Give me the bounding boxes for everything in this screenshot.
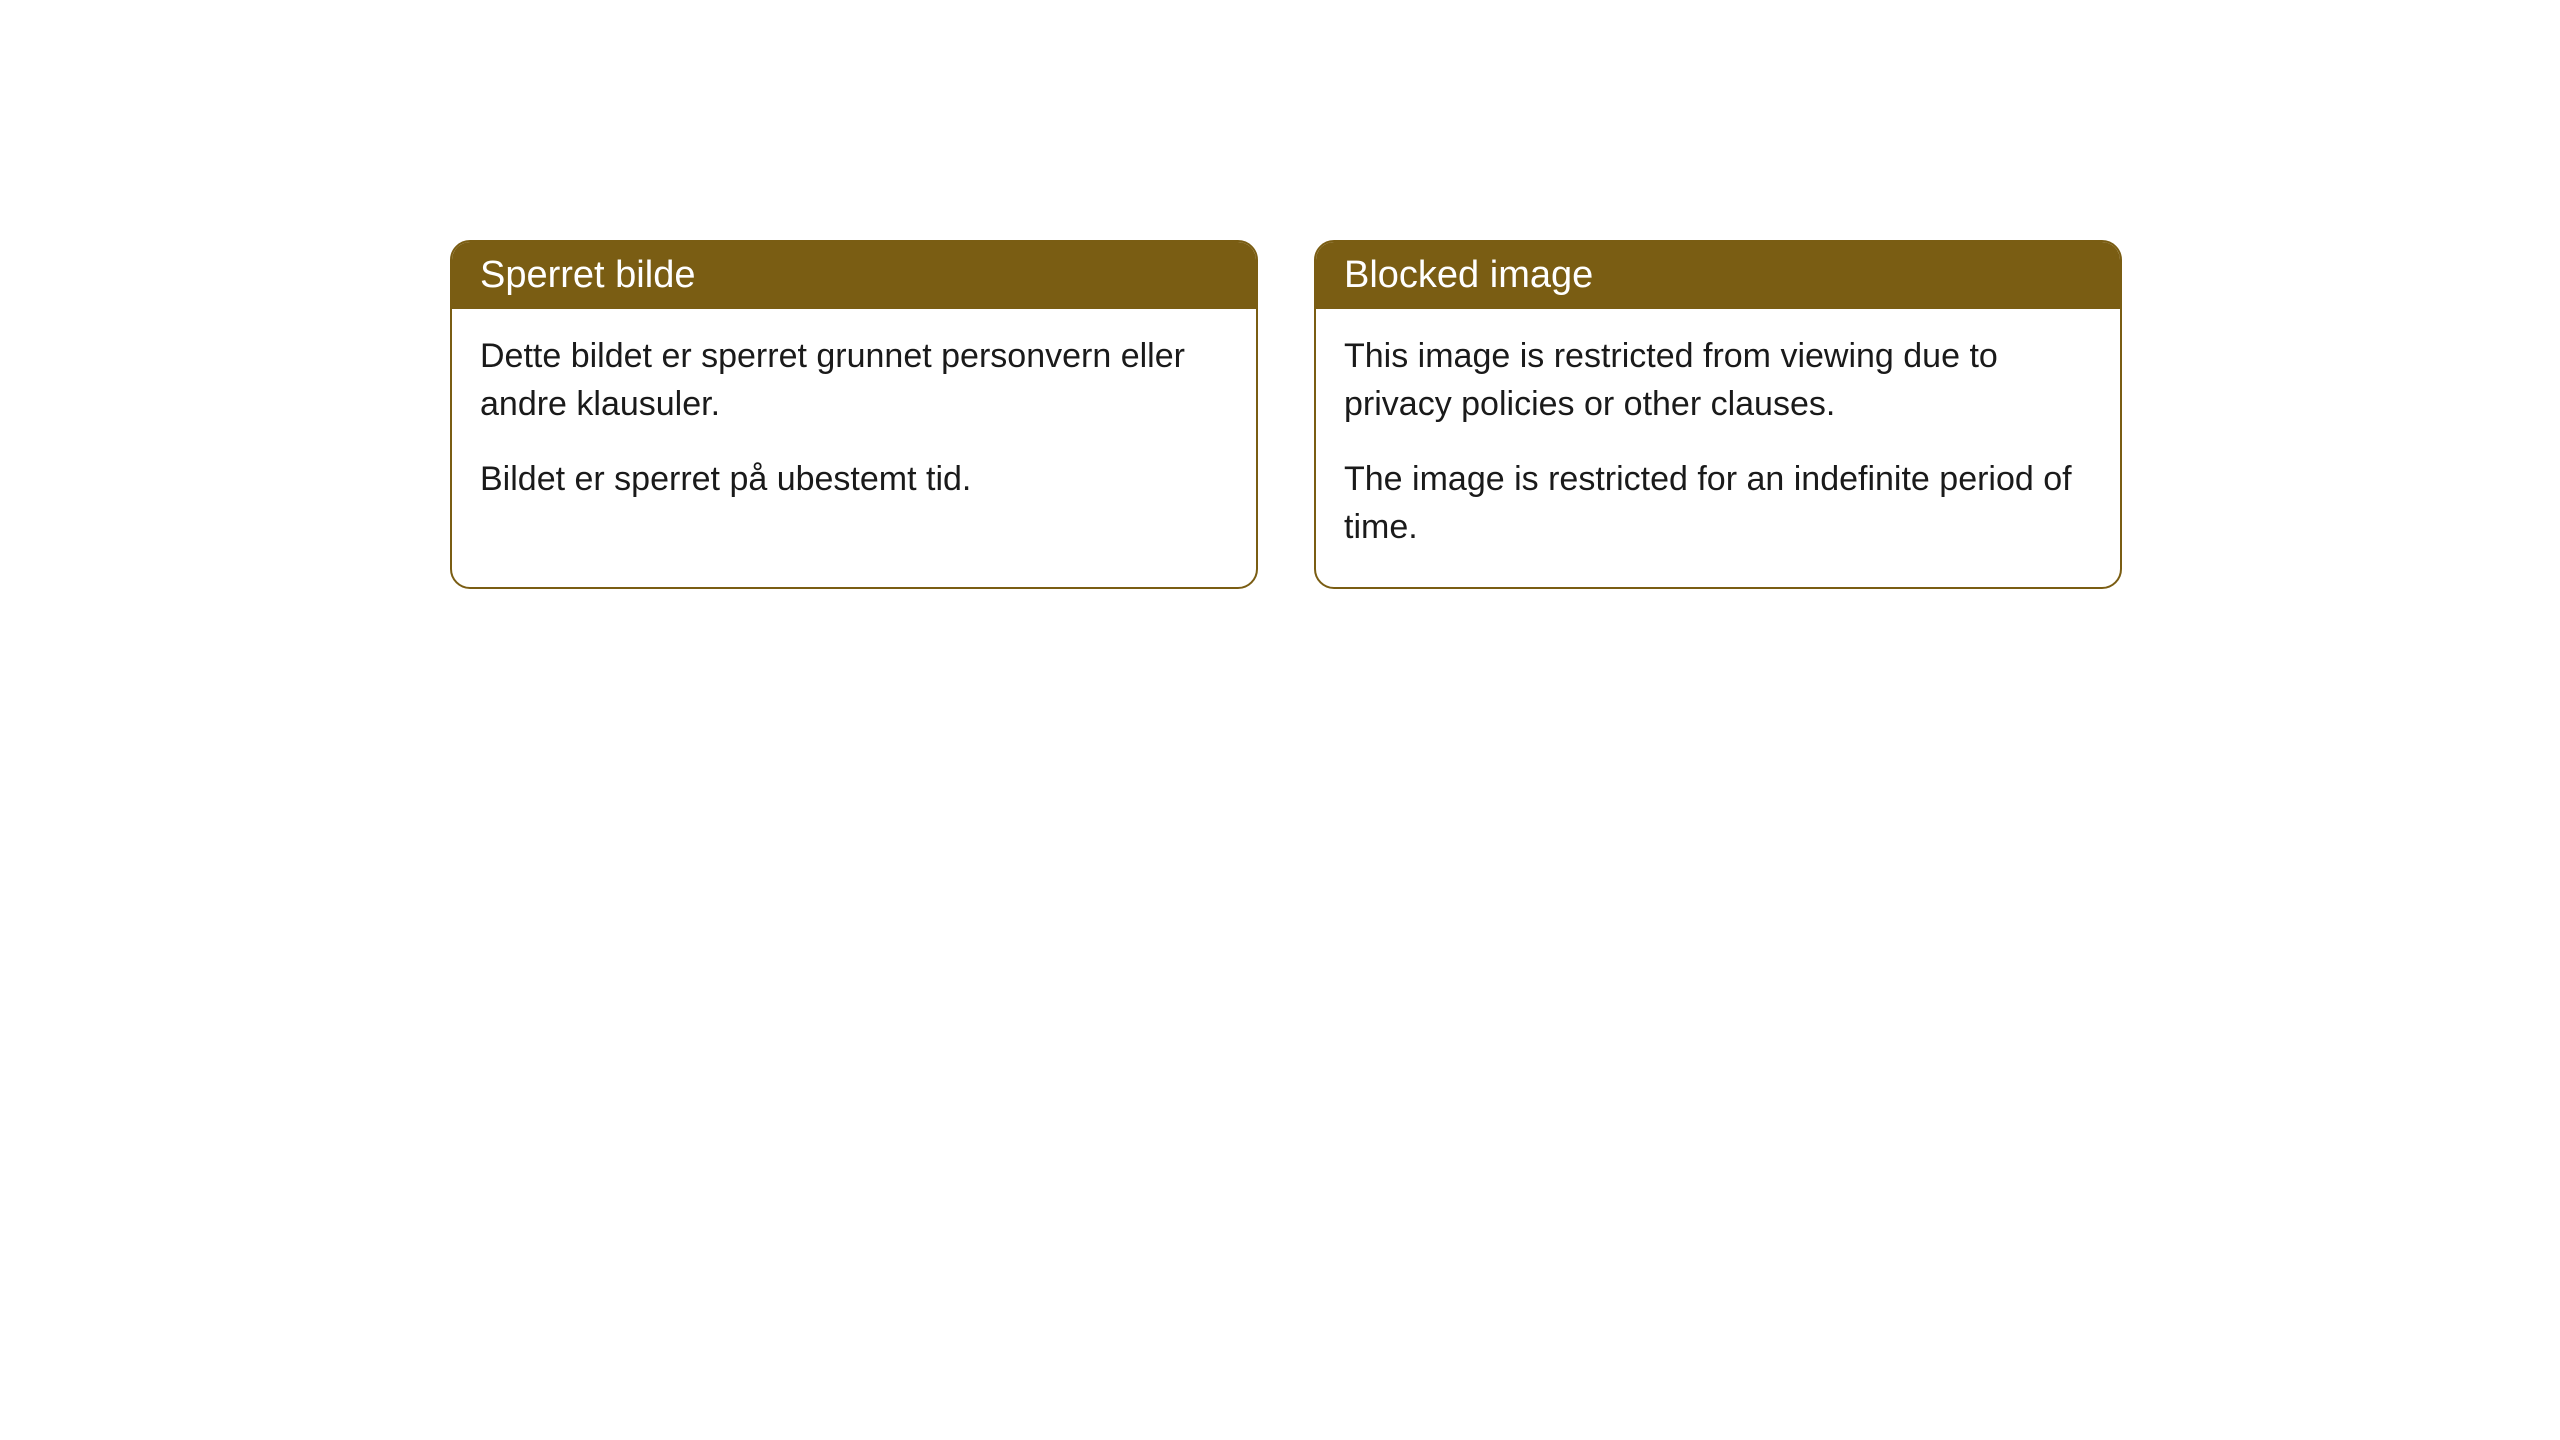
card-body: This image is restricted from viewing du… bbox=[1316, 309, 2120, 587]
card-title: Sperret bilde bbox=[480, 254, 695, 296]
blocked-image-card-norwegian: Sperret bilde Dette bildet er sperret gr… bbox=[450, 240, 1258, 589]
blocked-image-card-english: Blocked image This image is restricted f… bbox=[1314, 240, 2122, 589]
card-paragraph: The image is restricted for an indefinit… bbox=[1344, 456, 2092, 551]
card-header: Sperret bilde bbox=[452, 242, 1256, 309]
card-title: Blocked image bbox=[1344, 254, 1593, 296]
card-body: Dette bildet er sperret grunnet personve… bbox=[452, 309, 1256, 540]
card-paragraph: Dette bildet er sperret grunnet personve… bbox=[480, 333, 1228, 428]
cards-container: Sperret bilde Dette bildet er sperret gr… bbox=[450, 240, 2122, 589]
card-paragraph: Bildet er sperret på ubestemt tid. bbox=[480, 456, 1228, 504]
card-paragraph: This image is restricted from viewing du… bbox=[1344, 333, 2092, 428]
card-header: Blocked image bbox=[1316, 242, 2120, 309]
